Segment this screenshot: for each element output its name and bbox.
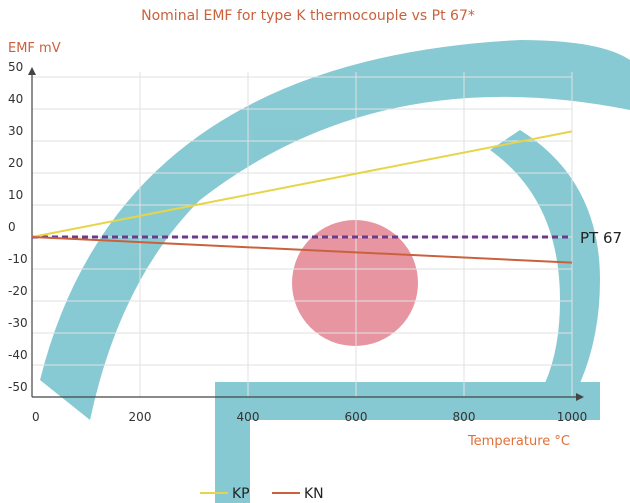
chart-title: Nominal EMF for type K thermocouple vs P… bbox=[141, 8, 475, 24]
x-tick-label: 600 bbox=[345, 410, 368, 424]
y-tick-label: -40 bbox=[8, 348, 28, 362]
y-tick-label: 0 bbox=[8, 220, 16, 234]
y-tick-label: 40 bbox=[8, 92, 23, 106]
y-tick-label: 30 bbox=[8, 124, 23, 138]
x-tick-label: 400 bbox=[237, 410, 260, 424]
y-tick-label: -30 bbox=[8, 316, 28, 330]
y-tick-label: 10 bbox=[8, 188, 23, 202]
reference-label: PT 67 bbox=[580, 229, 622, 247]
y-axis-label: EMF mV bbox=[8, 41, 61, 56]
y-tick-label: -10 bbox=[8, 252, 28, 266]
y-tick-label: 50 bbox=[8, 60, 23, 74]
chart: Nominal EMF for type K thermocouple vs P… bbox=[0, 0, 630, 503]
y-axis-arrow bbox=[28, 67, 36, 75]
x-tick-label: 200 bbox=[129, 410, 152, 424]
x-tick-label: 1000 bbox=[557, 410, 588, 424]
series-line bbox=[32, 131, 572, 237]
y-tick-label: -50 bbox=[8, 380, 28, 394]
x-tick-label: 800 bbox=[453, 410, 476, 424]
y-tick-label: -20 bbox=[8, 284, 28, 298]
y-tick-label: 20 bbox=[8, 156, 23, 170]
page: {"chart_data": {"type": "line", "title":… bbox=[0, 0, 630, 503]
x-tick-label: 0 bbox=[32, 410, 40, 424]
legend-label: KP bbox=[232, 486, 250, 502]
watermark-circle bbox=[292, 220, 418, 346]
x-axis-label: Temperature °C bbox=[467, 434, 570, 449]
legend-label: KN bbox=[304, 486, 324, 502]
body: Nominal EMF for type K thermocouple vs P… bbox=[0, 0, 630, 503]
